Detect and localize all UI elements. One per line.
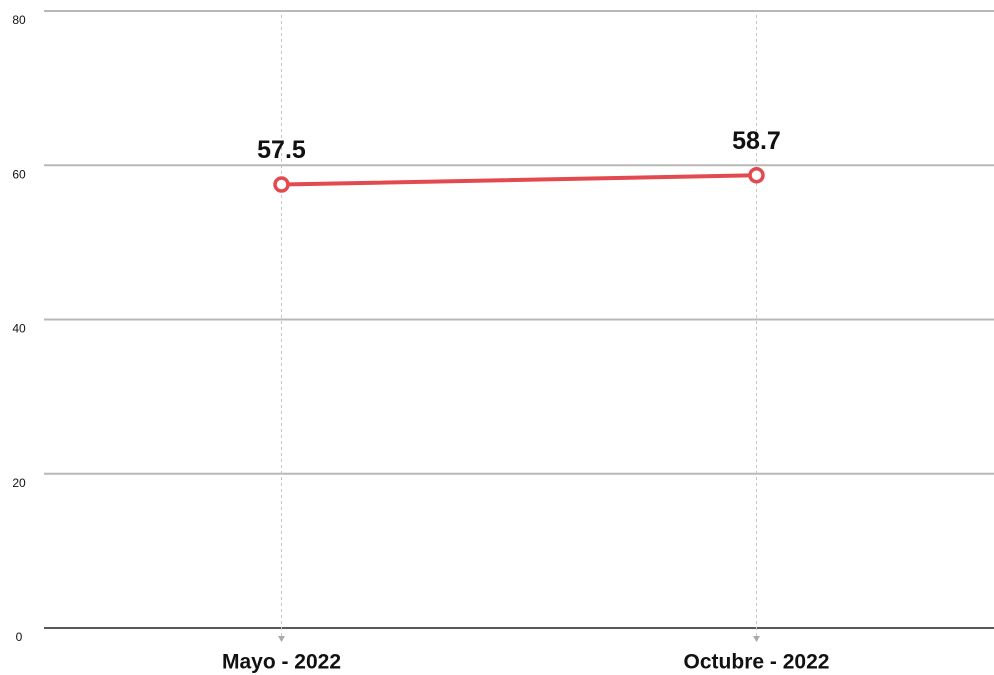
line: [279, 173, 759, 187]
point: [748, 167, 765, 184]
category-arrow: [753, 636, 760, 642]
x-tick-label: Octubre - 2022: [684, 651, 830, 674]
y-tick-label: 80: [12, 13, 26, 27]
y-tick-label: 20: [12, 476, 26, 490]
y-tick-label: 40: [12, 322, 26, 336]
point: [273, 176, 290, 193]
y-tick-label: 0: [16, 630, 23, 644]
category-arrow: [278, 636, 285, 642]
x-tick-label: Mayo - 2022: [222, 651, 341, 674]
data-label: 57.5: [257, 136, 306, 164]
y-tick-label: 60: [12, 167, 26, 181]
data-label: 58.7: [732, 127, 781, 155]
